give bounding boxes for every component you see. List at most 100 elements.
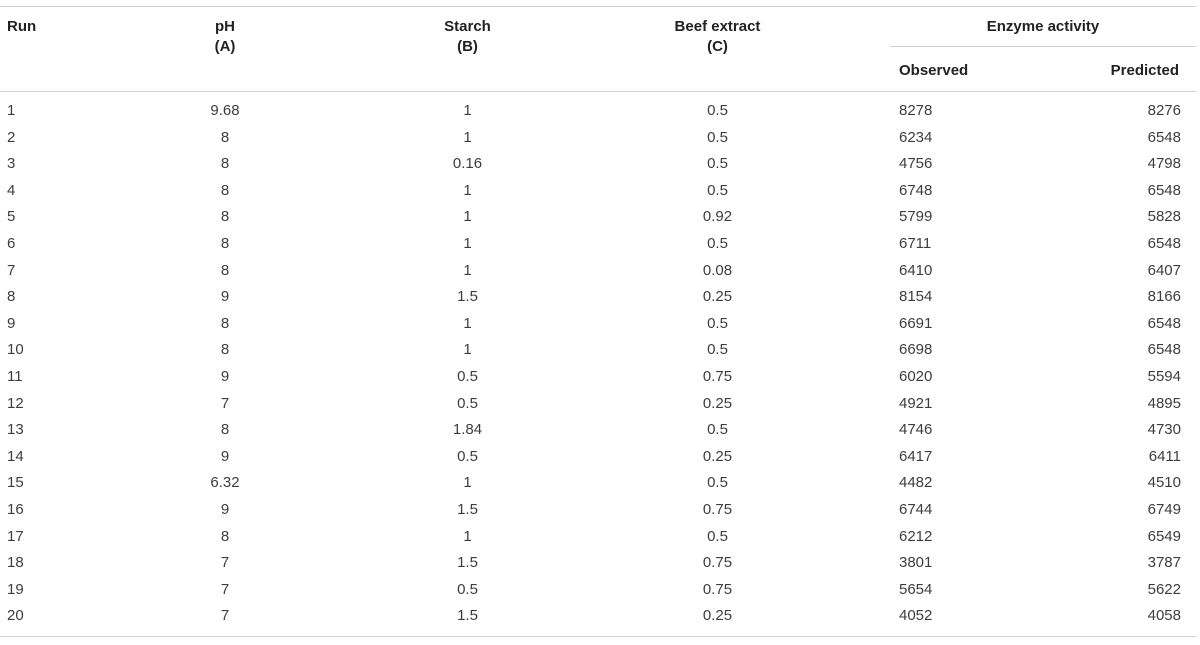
cell-observed: 6020: [899, 367, 933, 385]
table-row: 2 8 1 0.5 6234 6548: [0, 125, 1196, 152]
header-predicted: Predicted: [1055, 47, 1196, 92]
cell-ph: 8: [220, 261, 230, 279]
cell-observed: 5654: [899, 580, 933, 598]
cell-observed: 8278: [899, 102, 933, 119]
cell-ph: 8: [220, 128, 230, 146]
header-starch-code: (B): [457, 38, 478, 55]
table-row: 9 8 1 0.5 6691 6548: [0, 311, 1196, 338]
cell-ph: 9: [220, 447, 230, 465]
cell-ph: 8: [220, 234, 230, 252]
cell-ph: 6.32: [210, 474, 240, 492]
cell-beef-extract: 0.5: [707, 234, 728, 252]
header-beef-extract-code: (C): [707, 38, 728, 55]
cell-run: 8: [7, 288, 16, 306]
cell-run: 13: [7, 421, 24, 439]
table-row: 1 9.68 1 0.5 8278 8276: [0, 92, 1196, 125]
header-beef-extract: Beef extract (C): [545, 6, 890, 92]
cell-ph: 8: [220, 314, 230, 332]
cell-predicted: 6407: [1147, 261, 1181, 279]
cell-beef-extract: 0.75: [702, 367, 733, 385]
cell-beef-extract: 0.5: [707, 474, 728, 492]
cell-observed: 6744: [899, 500, 933, 518]
cell-starch: 0.5: [457, 447, 478, 465]
table-row: 11 9 0.5 0.75 6020 5594: [0, 364, 1196, 391]
cell-observed: 3801: [899, 554, 933, 572]
cell-run: 2: [7, 128, 16, 146]
cell-ph: 7: [220, 554, 230, 572]
cell-beef-extract: 0.5: [707, 341, 728, 359]
cell-beef-extract: 0.5: [707, 102, 728, 119]
table-row: 3 8 0.16 0.5 4756 4798: [0, 151, 1196, 178]
cell-run: 9: [7, 314, 16, 332]
cell-run: 1: [7, 102, 16, 119]
cell-run: 5: [7, 208, 16, 226]
cell-predicted: 5622: [1147, 580, 1181, 598]
table-row: 13 8 1.84 0.5 4746 4730: [0, 417, 1196, 444]
cell-predicted: 5594: [1147, 367, 1181, 385]
table-row: 4 8 1 0.5 6748 6548: [0, 178, 1196, 205]
table-row: 17 8 1 0.5 6212 6549: [0, 524, 1196, 551]
header-beef-extract-label: Beef extract: [674, 18, 761, 35]
cell-beef-extract: 0.5: [707, 181, 728, 199]
cell-starch: 1.5: [457, 554, 478, 572]
cell-beef-extract: 0.25: [702, 394, 733, 412]
cell-starch: 1: [463, 314, 472, 332]
cell-starch: 0.16: [452, 155, 483, 173]
cell-ph: 9: [220, 288, 230, 306]
cell-observed: 6698: [899, 341, 933, 359]
header-observed-label: Observed: [899, 62, 969, 79]
cell-starch: 0.5: [457, 394, 478, 412]
cell-predicted: 8166: [1147, 288, 1181, 306]
header-starch-label: Starch: [444, 18, 491, 35]
cell-run: 15: [7, 474, 24, 492]
cell-ph: 8: [220, 155, 230, 173]
table-row: 20 7 1.5 0.25 4052 4058: [0, 603, 1196, 637]
cell-ph: 7: [220, 580, 230, 598]
table-row: 10 8 1 0.5 6698 6548: [0, 337, 1196, 364]
cell-observed: 4052: [890, 603, 1055, 637]
table-row: 12 7 0.5 0.25 4921 4895: [0, 391, 1196, 418]
cell-starch: 1: [463, 474, 472, 492]
cell-beef-extract: 0.75: [702, 580, 733, 598]
cell-beef-extract: 0.5: [707, 155, 728, 173]
cell-predicted: 6548: [1147, 341, 1181, 359]
cell-run: 7: [7, 261, 16, 279]
cell-predicted: 4895: [1147, 394, 1181, 412]
cell-observed: 6748: [899, 181, 933, 199]
cell-run: 4: [7, 181, 16, 199]
cell-starch: 0.5: [457, 367, 478, 385]
cell-predicted: 6548: [1147, 234, 1181, 252]
cell-starch: 1: [463, 234, 472, 252]
cell-observed: 4921: [899, 394, 933, 412]
cell-observed: 4482: [899, 474, 933, 492]
cell-ph: 8: [220, 181, 230, 199]
cell-predicted: 6548: [1147, 181, 1181, 199]
cell-ph: 8: [220, 421, 230, 439]
cell-ph: 8: [220, 527, 230, 545]
cell-beef-extract: 0.08: [702, 261, 733, 279]
cell-starch: 0.5: [457, 580, 478, 598]
header-ph: pH (A): [60, 6, 390, 92]
cell-observed: 6711: [899, 234, 932, 252]
header-enzyme-activity: Enzyme activity: [890, 6, 1196, 47]
table-row: 19 7 0.5 0.75 5654 5622: [0, 577, 1196, 604]
table-row: 5 8 1 0.92 5799 5828: [0, 204, 1196, 231]
cell-observed: 6410: [899, 261, 933, 279]
cell-starch: 1: [463, 261, 472, 279]
table-row: 6 8 1 0.5 6711 6548: [0, 231, 1196, 258]
cell-run: 18: [7, 554, 24, 572]
cell-predicted: 4798: [1147, 155, 1181, 173]
cell-predicted: 3787: [1147, 554, 1181, 572]
header-ph-code: (A): [214, 38, 236, 55]
cell-starch: 1: [463, 527, 472, 545]
cell-beef-extract: 0.25: [702, 288, 733, 306]
cell-starch: 1: [463, 341, 472, 359]
cell-observed: 6212: [899, 527, 933, 545]
cell-observed: 8154: [899, 288, 933, 306]
cell-starch: 1: [463, 128, 472, 146]
cell-beef-extract: 0.25: [702, 447, 733, 465]
table-body: 1 9.68 1 0.5 8278 8276 2 8 1 0.5 6234 6548 3 8 0.16 0.5…: [0, 92, 1196, 637]
cell-ph: 9.68: [210, 102, 240, 119]
cell-starch: 1: [463, 181, 472, 199]
